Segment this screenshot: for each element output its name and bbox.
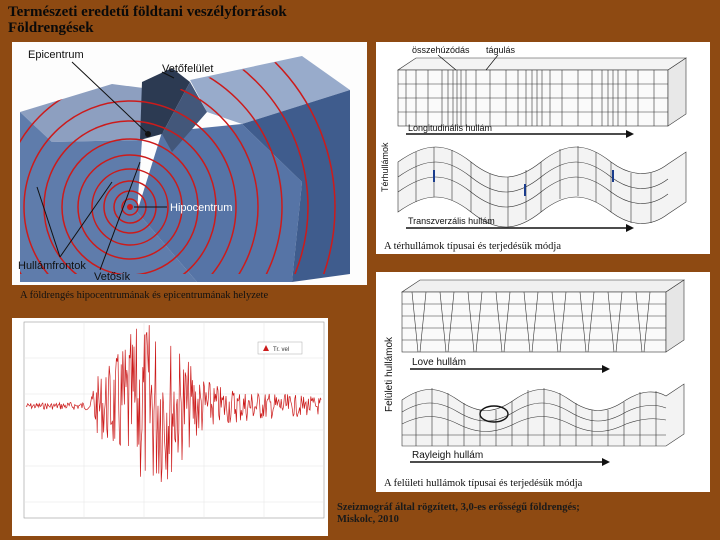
rayleigh-wave-block (401, 383, 685, 447)
label-fault-plane: Vetősík (94, 271, 131, 283)
transverse-arrows (433, 170, 614, 196)
seismogram-legend-label: Tr. vel (273, 347, 289, 353)
seismogram-grid (24, 322, 324, 518)
earthquake-diagram: Epicentrum Vetőfelület Hipocentrum Hullá… (12, 42, 367, 285)
label-love: Love hullám (412, 357, 466, 368)
page-title: Természeti eredetű földtani veszélyforrá… (8, 4, 287, 36)
seismogram: Tr. vel (12, 318, 328, 536)
hypocenter-dot (127, 204, 133, 210)
epicenter-dot (145, 131, 151, 137)
label-epicenter: Epicentrum (28, 49, 84, 61)
label-surface-waves-side: Felületi hullámok (384, 336, 395, 412)
label-body-waves-side: Térhullámok (380, 142, 390, 192)
label-wavefronts: Hullámfrontok (18, 260, 86, 272)
love-wave-block (401, 279, 685, 353)
particle-orbit (479, 405, 509, 423)
surface-waves-diagram: Love hullám Rayleigh hullám Felületi hul… (376, 272, 710, 492)
seismogram-caption-line-2: Miskolc, 2010 (337, 514, 399, 525)
title-line-2: Földrengések (8, 20, 94, 36)
seismogram-caption-line-1: Szeizmográf által rögzített, 3,0-es erős… (337, 502, 580, 513)
seismogram-plot: Tr. vel (23, 321, 325, 519)
body-waves-caption: A térhullámok típusai és terjedésük módj… (384, 241, 562, 253)
seismogram-caption: Szeizmográf által rögzített, 3,0-es erős… (337, 502, 637, 526)
label-transverse: Transzverzális hullám (408, 216, 495, 226)
label-hypocenter: Hipocentrum (170, 202, 232, 214)
transverse-wave-block (397, 146, 687, 228)
surface-waves-caption: A felületi hullámok típusai és terjedésü… (384, 478, 583, 490)
label-fault-surface: Vetőfelület (162, 63, 213, 75)
earthquake-block-illustration: Epicentrum Vetőfelület Hipocentrum Hullá… (18, 49, 350, 283)
label-expansion: tágulás (486, 45, 516, 55)
wavefront-rings (20, 56, 336, 274)
longitudinal-wave-block (397, 57, 687, 127)
surface-waves-illustration: Love hullám Rayleigh hullám Felületi hul… (384, 279, 685, 466)
label-rayleigh: Rayleigh hullám (412, 450, 483, 461)
body-waves-diagram: Longitudinális hullám összehúzódás tágul… (376, 42, 710, 254)
label-compression: összehúzódás (412, 45, 470, 55)
title-line-1: Természeti eredetű földtani veszélyforrá… (8, 4, 287, 20)
seismogram-trace (25, 325, 322, 483)
earthquake-diagram-caption: A földrengés hipocentrumának és epicentr… (20, 290, 269, 301)
label-longitudinal: Longitudinális hullám (408, 123, 492, 133)
body-waves-illustration: Longitudinális hullám összehúzódás tágul… (380, 45, 687, 232)
